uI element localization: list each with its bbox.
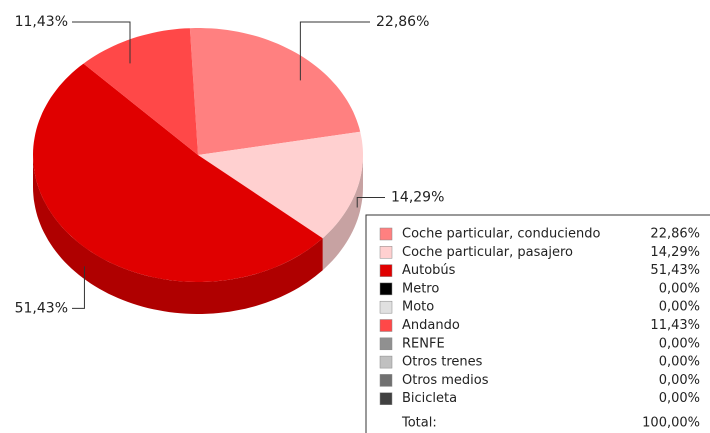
legend-swatch [379,337,393,351]
leader-line [356,197,385,208]
legend-swatch [379,319,393,332]
legend-value: 0,00% [659,355,700,370]
legend-value: 0,00% [659,373,700,388]
legend-label: Moto [402,300,434,315]
legend-swatch [379,227,393,241]
data-label: 11,43% [15,14,68,30]
legend-swatch [379,374,393,387]
legend-value: 0,00% [659,391,700,406]
data-label: 22,86% [376,14,429,30]
data-label: 51,43% [15,300,68,316]
leader-line [72,266,85,309]
legend-swatch [379,264,393,277]
legend: Coche particular, conduciendo 22,86% Coche… [379,227,700,431]
legend-value: 14,29% [650,245,700,260]
slice [198,131,363,239]
legend-box [365,214,710,433]
legend-swatch [379,282,393,296]
legend-label: Coche particular, pasajero [402,245,573,260]
legend-value: 51,43% [650,263,700,278]
legend-value: 0,00% [659,300,700,315]
slice-side [322,155,363,271]
legend-swatch [379,246,393,259]
slice [33,63,323,282]
data-label: 14,29% [391,190,444,206]
pie: 22,86% 14,29% 51,43% 11,43% [15,14,445,316]
slice [83,28,198,156]
legend-label: Andando [402,318,460,333]
legend-label: Otros medios [402,373,489,388]
slice [189,28,361,155]
legend-value: 0,00% [659,336,700,351]
legend-swatch [379,300,393,314]
legend-swatch [379,355,393,369]
total-value: 100,00% [642,416,700,431]
legend-label: RENFE [402,336,445,351]
leader-line [299,21,370,81]
legend-label: Bicicleta [402,391,457,406]
legend-value: 11,43% [650,318,700,333]
leader-line [72,21,131,64]
legend-label: Otros trenes [402,355,483,370]
legend-value: 22,86% [650,227,700,242]
legend-value: 0,00% [659,281,700,296]
legend-label: Autobús [402,263,456,278]
total-label: Total: [401,416,437,431]
legend-swatch [379,392,393,405]
legend-label: Coche particular, conduciendo [402,227,600,242]
legend-label: Metro [402,281,439,296]
slice-side [33,155,323,314]
